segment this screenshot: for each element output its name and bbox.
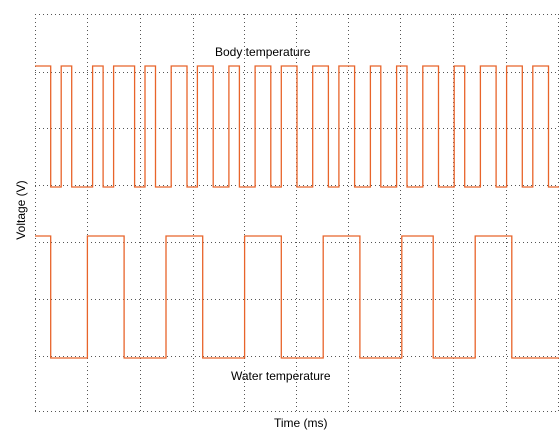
grid-lines	[35, 14, 559, 412]
annotation-water-temperature: Water temperature	[231, 369, 331, 383]
y-axis-label: Voltage (V)	[14, 180, 28, 240]
series-line-water-temperature	[35, 235, 559, 359]
waveform-traces	[35, 65, 559, 359]
x-axis-label: Time (ms)	[274, 416, 328, 430]
series-line-body-temperature	[35, 65, 559, 188]
annotation-body-temperature: Body temperature	[215, 45, 311, 59]
